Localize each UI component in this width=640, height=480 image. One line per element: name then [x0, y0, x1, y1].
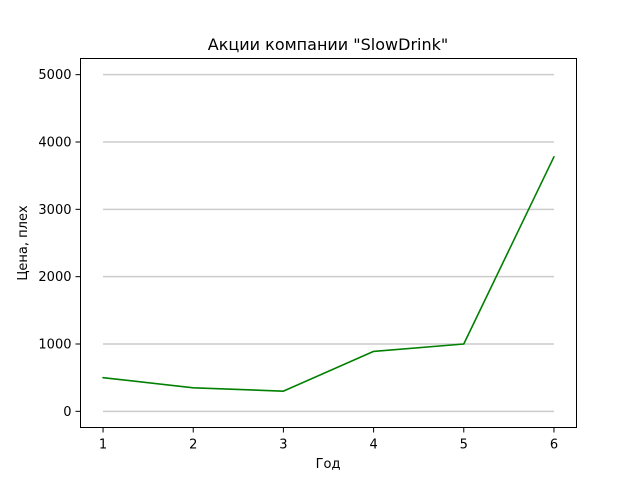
series-line-0: [102, 156, 555, 392]
y-tick-label-5: 5000: [38, 68, 71, 83]
grid-lines: [103, 73, 554, 413]
y-axis-title: Цена, плех: [16, 205, 31, 281]
y-axis-ticks: 0 1000 2000 3000 4000 5000: [38, 68, 81, 420]
x-axis-ticks: 1 2 3 4 5 6: [99, 427, 558, 453]
x-tick-label-1: 2: [189, 438, 197, 453]
x-tick-label-3: 4: [369, 438, 377, 453]
data-point-0-2: [283, 390, 285, 392]
y-tick-label-4: 4000: [38, 135, 71, 150]
data-point-0-1: [192, 387, 194, 389]
data-point-0-4: [463, 343, 465, 345]
x-tick-label-0: 1: [99, 438, 107, 453]
y-tick-label-0: 0: [63, 405, 71, 420]
y-tick-label-1: 1000: [38, 338, 71, 353]
x-axis-title: Год: [316, 457, 341, 472]
x-tick-label-4: 5: [460, 438, 468, 453]
plot-frame: [80, 58, 577, 428]
data-point-0-5: [553, 156, 555, 158]
y-tick-label-3: 3000: [38, 203, 71, 218]
x-tick-label-2: 3: [279, 438, 287, 453]
series-layer: [102, 156, 555, 392]
data-point-0-3: [373, 351, 375, 353]
data-point-0-0: [102, 377, 104, 379]
x-tick-label-5: 6: [550, 438, 558, 453]
y-tick-label-2: 2000: [38, 270, 71, 285]
chart-title: Акции компании "SlowDrink": [208, 35, 448, 54]
